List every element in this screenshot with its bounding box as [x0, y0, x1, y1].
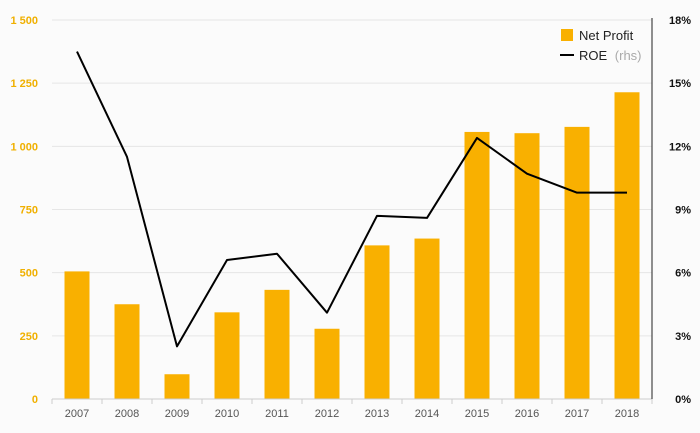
x-tick-label: 2012: [315, 408, 339, 420]
y-right-tick-label: 12%: [669, 141, 691, 153]
net-profit-bar: [314, 328, 340, 399]
x-tick-label: 2007: [65, 408, 89, 420]
net-profit-bar: [364, 245, 390, 399]
y-right-tick-label: 6%: [675, 268, 691, 280]
legend-roe-name: ROE: [579, 48, 608, 63]
net-profit-bar: [414, 238, 440, 399]
y-right-tick-label: 18%: [669, 15, 691, 27]
x-tick-label: 2011: [265, 408, 289, 420]
legend-net-profit-label: Net Profit: [579, 28, 634, 43]
net-profit-bar: [264, 289, 290, 399]
axes: 0 250 500 750 1 000 1 250 1 500 0% 3% 6% 9% 12% 15% 1…: [10, 15, 691, 420]
y-left-tick-label: 500: [20, 268, 38, 280]
legend-net-profit-swatch: [561, 29, 573, 41]
y-left-tick-label: 1 500: [10, 15, 38, 27]
roe-line: [76, 51, 627, 348]
y-left-tick-label: 750: [20, 205, 38, 217]
x-tick-label: 2016: [515, 408, 539, 420]
y-left-tick-label: 1 250: [10, 78, 38, 90]
y-left-tick-label: 0: [32, 394, 38, 406]
x-tick-label: 2014: [415, 408, 439, 420]
x-tick-label: 2010: [215, 408, 239, 420]
net-profit-bar: [614, 92, 640, 399]
net-profit-bar: [164, 374, 190, 399]
y-left-tick-label: 250: [20, 331, 38, 343]
y-right-tick-label: 15%: [669, 78, 691, 90]
y-right-tick-label: 0%: [675, 394, 691, 406]
x-tick-label: 2015: [465, 408, 489, 420]
y-right-tick-label: 9%: [675, 205, 691, 217]
roe-line-layer: [76, 51, 627, 348]
net-profit-bar: [464, 131, 490, 399]
net-profit-bar: [114, 304, 140, 399]
x-tick-label: 2013: [365, 408, 389, 420]
y-right-tick-label: 3%: [675, 331, 691, 343]
x-tick-label: 2008: [115, 408, 139, 420]
net-profit-bar: [214, 312, 240, 399]
net-profit-bar: [64, 271, 90, 399]
x-tick-label: 2018: [615, 408, 639, 420]
net-profit-bars: [64, 92, 640, 400]
legend-roe-suffix: (rhs): [615, 48, 642, 63]
x-tick-label: 2017: [565, 408, 589, 420]
legend-roe-label: ROE (rhs): [579, 48, 642, 63]
net-profit-bar: [564, 126, 590, 400]
x-tick-label: 2009: [165, 408, 189, 420]
legend: Net Profit ROE (rhs): [560, 28, 642, 63]
y-left-tick-label: 1 000: [10, 141, 38, 153]
gridlines: [52, 19, 652, 337]
